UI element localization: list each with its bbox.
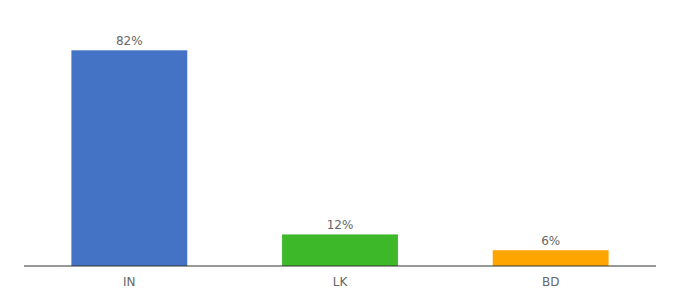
data-labels: 82% 12% 6%	[116, 34, 560, 248]
chart-container: 82% 12% 6% IN LK BD	[0, 0, 680, 300]
x-tick-label: BD	[542, 275, 559, 289]
x-tick-label: IN	[123, 275, 136, 289]
bar	[493, 250, 609, 266]
bars	[71, 50, 608, 266]
x-tick-label: LK	[333, 275, 349, 289]
data-label: 12%	[327, 218, 354, 232]
x-axis-line	[24, 266, 656, 267]
x-tick-labels: IN LK BD	[123, 275, 559, 289]
bar	[71, 50, 187, 266]
data-label: 6%	[541, 234, 560, 248]
chart-svg: 82% 12% 6% IN LK BD	[0, 0, 680, 300]
bar	[282, 234, 398, 266]
data-label: 82%	[116, 34, 143, 48]
